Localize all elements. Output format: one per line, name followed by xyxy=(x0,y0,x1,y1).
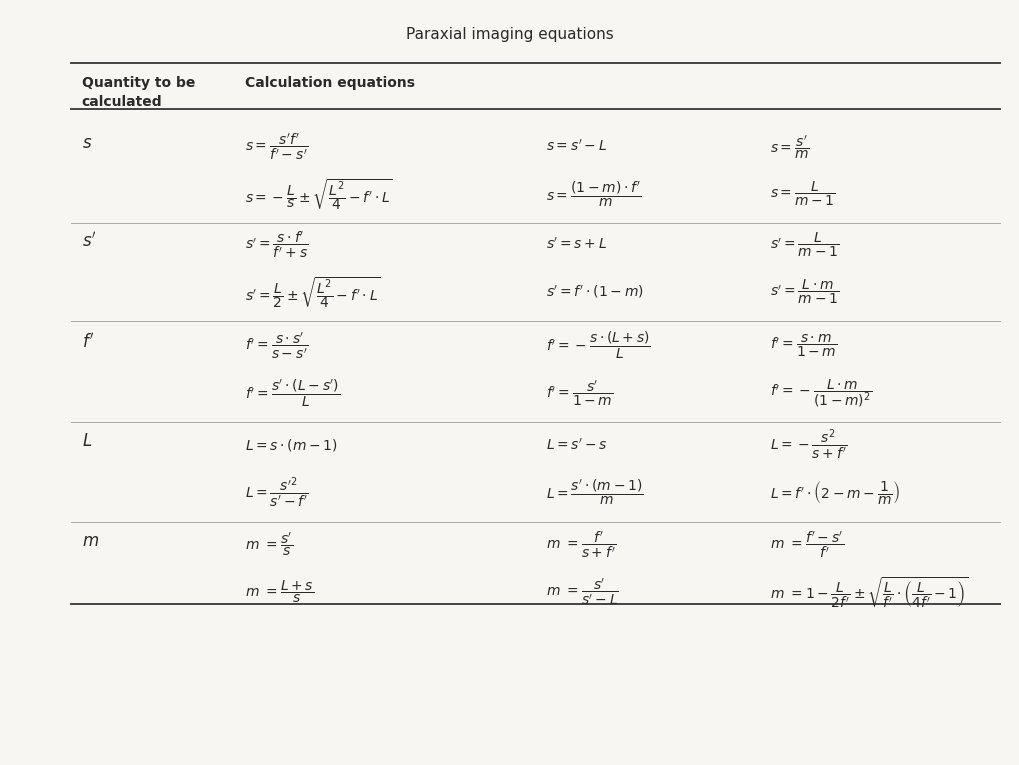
Text: $m\ = \dfrac{f'}{s+f'}$: $m\ = \dfrac{f'}{s+f'}$ xyxy=(545,529,615,560)
Text: $s'$: $s'$ xyxy=(82,232,96,250)
Text: $s' = \dfrac{s \cdot f'}{f'+s}$: $s' = \dfrac{s \cdot f'}{f'+s}$ xyxy=(245,230,308,260)
Text: $m\ = \dfrac{L+s}{s}$: $m\ = \dfrac{L+s}{s}$ xyxy=(245,579,314,605)
Text: $s = -\dfrac{L}{s} \pm \sqrt{\dfrac{L^2}{4} - f' \cdot L}$: $s = -\dfrac{L}{s} \pm \sqrt{\dfrac{L^2}… xyxy=(245,177,392,212)
Text: $L$: $L$ xyxy=(82,432,92,451)
Text: $f' = \dfrac{s \cdot s'}{s - s'}$: $f' = \dfrac{s \cdot s'}{s - s'}$ xyxy=(245,330,308,361)
Text: Paraxial imaging equations: Paraxial imaging equations xyxy=(406,27,613,42)
Text: $f'$: $f'$ xyxy=(82,333,94,351)
Text: $s' = \dfrac{L}{2} \pm \sqrt{\dfrac{L^2}{4} - f' \cdot L}$: $s' = \dfrac{L}{2} \pm \sqrt{\dfrac{L^2}… xyxy=(245,275,380,310)
Text: $f' = -\dfrac{L \cdot m}{(1-m)^2}$: $f' = -\dfrac{L \cdot m}{(1-m)^2}$ xyxy=(769,377,871,409)
Text: $L = s \cdot (m - 1)$: $L = s \cdot (m - 1)$ xyxy=(245,438,337,453)
Text: $s = \dfrac{s'}{m}$: $s = \dfrac{s'}{m}$ xyxy=(769,133,809,161)
Text: $s = \dfrac{s'f'}{f'-s'}$: $s = \dfrac{s'f'}{f'-s'}$ xyxy=(245,132,308,162)
Text: $m\ = \dfrac{s'}{s}$: $m\ = \dfrac{s'}{s}$ xyxy=(245,531,292,558)
Text: $L = \dfrac{s' \cdot (m-1)}{m}$: $L = \dfrac{s' \cdot (m-1)}{m}$ xyxy=(545,478,643,507)
Text: $s' = f' \cdot (1 - m)$: $s' = f' \cdot (1 - m)$ xyxy=(545,284,643,301)
Text: $s$: $s$ xyxy=(82,134,92,152)
Text: $m\ = \dfrac{f'-s'}{f'}$: $m\ = \dfrac{f'-s'}{f'}$ xyxy=(769,529,844,560)
Text: $L = \dfrac{s'^2}{s'-f'}$: $L = \dfrac{s'^2}{s'-f'}$ xyxy=(245,476,309,509)
Text: Quantity to be
calculated: Quantity to be calculated xyxy=(82,76,195,109)
Text: $s = s' - L$: $s = s' - L$ xyxy=(545,139,606,155)
Text: $s = \dfrac{L}{m-1}$: $s = \dfrac{L}{m-1}$ xyxy=(769,180,835,209)
Text: $m\ = \dfrac{s'}{s'-L}$: $m\ = \dfrac{s'}{s'-L}$ xyxy=(545,577,618,607)
Text: $f' = -\dfrac{s \cdot (L+s)}{L}$: $f' = -\dfrac{s \cdot (L+s)}{L}$ xyxy=(545,330,650,361)
Text: $f' = \dfrac{s \cdot m}{1-m}$: $f' = \dfrac{s \cdot m}{1-m}$ xyxy=(769,333,837,359)
Text: $s' = \dfrac{L}{m-1}$: $s' = \dfrac{L}{m-1}$ xyxy=(769,230,839,259)
Text: $L = -\dfrac{s^2}{s+f'}$: $L = -\dfrac{s^2}{s+f'}$ xyxy=(769,428,847,462)
Text: $s' = s + L$: $s' = s + L$ xyxy=(545,237,606,252)
Text: Calculation equations: Calculation equations xyxy=(245,76,415,90)
Text: $m$: $m$ xyxy=(82,532,99,550)
Text: $L = f' \cdot \left(2 - m - \dfrac{1}{m}\right)$: $L = f' \cdot \left(2 - m - \dfrac{1}{m}… xyxy=(769,479,899,506)
Text: $s' = \dfrac{L \cdot m}{m-1}$: $s' = \dfrac{L \cdot m}{m-1}$ xyxy=(769,278,839,307)
Text: $s = \dfrac{(1-m)\cdot f'}{m}$: $s = \dfrac{(1-m)\cdot f'}{m}$ xyxy=(545,180,640,209)
Text: $f' = \dfrac{s' \cdot (L - s')}{L}$: $f' = \dfrac{s' \cdot (L - s')}{L}$ xyxy=(245,377,340,409)
Text: $f' = \dfrac{s'}{1-m}$: $f' = \dfrac{s'}{1-m}$ xyxy=(545,379,612,408)
Text: $L = s'- s$: $L = s'- s$ xyxy=(545,438,606,453)
Text: $m\ = 1 - \dfrac{L}{2f'} \pm \sqrt{\dfrac{L}{f'} \cdot \left(\dfrac{L}{4f'}-1\ri: $m\ = 1 - \dfrac{L}{2f'} \pm \sqrt{\dfra… xyxy=(769,575,968,610)
